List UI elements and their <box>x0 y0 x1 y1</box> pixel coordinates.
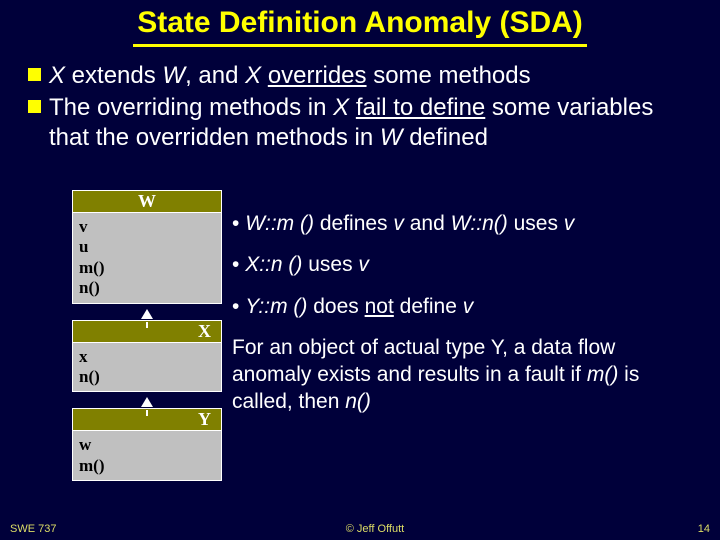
note-line: For an object of actual type Y, a data f… <box>232 334 692 416</box>
title-wrap: State Definition Anomaly (SDA) <box>0 0 720 47</box>
footer-center: © Jeff Offutt <box>70 523 680 535</box>
class-body: v u m() n() <box>73 213 221 303</box>
bullet-text: The overriding methods in X fail to defi… <box>49 93 692 153</box>
footer-left: SWE 737 <box>10 523 70 535</box>
explanation-notes: • W::m () defines v and W::n() uses v • … <box>232 210 692 430</box>
class-box-x: X x n() <box>72 320 222 393</box>
class-body: x n() <box>73 343 221 392</box>
bullet-row: The overriding methods in X fail to defi… <box>28 93 692 153</box>
bullet-row: X extends W, and X overrides some method… <box>28 61 692 91</box>
bullet-list: X extends W, and X overrides some method… <box>0 47 720 153</box>
bullet-text: X extends W, and X overrides some method… <box>49 61 531 91</box>
inheritance-arrow-icon <box>72 394 222 410</box>
class-body: w m() <box>73 431 221 480</box>
class-box-y: Y w m() <box>72 408 222 481</box>
class-box-w: W v u m() n() <box>72 190 222 304</box>
slide-title: State Definition Anomaly (SDA) <box>133 6 587 47</box>
footer-right: 14 <box>680 523 710 535</box>
bullet-icon <box>28 100 41 113</box>
bullet-icon <box>28 68 41 81</box>
note-line: • Y::m () does not define v <box>232 293 692 320</box>
content-area: W v u m() n() X x n() Y w m() • W::m () … <box>0 190 720 518</box>
class-name: W <box>73 191 221 213</box>
note-line: • W::m () defines v and W::n() uses v <box>232 210 692 237</box>
note-line: • X::n () uses v <box>232 251 692 278</box>
class-diagram: W v u m() n() X x n() Y w m() <box>72 190 222 487</box>
slide-footer: SWE 737 © Jeff Offutt 14 <box>0 518 720 540</box>
inheritance-arrow-icon <box>72 306 222 322</box>
